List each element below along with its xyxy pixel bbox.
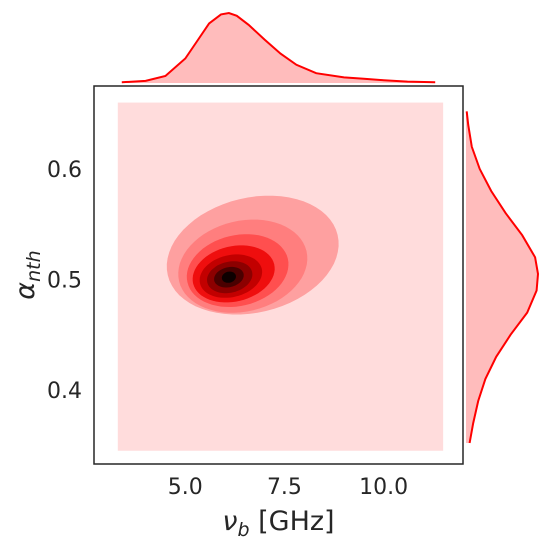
x-axis-label: νb [GHz] — [222, 506, 334, 541]
x-axis-label-unit: [GHz] — [250, 506, 335, 537]
y-tick-label: 0.5 — [47, 268, 82, 293]
y-marginal-fill — [466, 111, 538, 444]
x-tick-label: 10.0 — [359, 475, 408, 500]
y-axis-label-symbol: α — [10, 282, 41, 300]
kde-contour-level-8 — [221, 271, 236, 283]
x-marginal-kde — [121, 11, 436, 84]
joint-axes-frame — [93, 85, 464, 465]
x-marginal-line — [121, 11, 436, 84]
kde-contours — [166, 195, 339, 315]
y-marginal-kde — [465, 111, 540, 444]
x-tick-labels: 5.0 7.5 10.0 — [168, 475, 408, 500]
y-marginal-line — [465, 111, 540, 444]
y-tick-labels: 0.4 0.5 0.6 — [47, 158, 82, 404]
x-marginal-fill — [121, 13, 436, 83]
y-tick-label: 0.6 — [47, 158, 82, 183]
y-axis-label: αnth — [10, 250, 45, 299]
y-axis-label-subscript: nth — [23, 250, 45, 282]
joint-axes — [93, 85, 464, 465]
y-tick-label: 0.4 — [47, 379, 82, 404]
x-tick-label: 7.5 — [267, 475, 302, 500]
x-axis-label-symbol: ν — [222, 506, 237, 537]
x-axis-label-subscript: b — [237, 519, 249, 541]
x-tick-label: 5.0 — [168, 475, 203, 500]
